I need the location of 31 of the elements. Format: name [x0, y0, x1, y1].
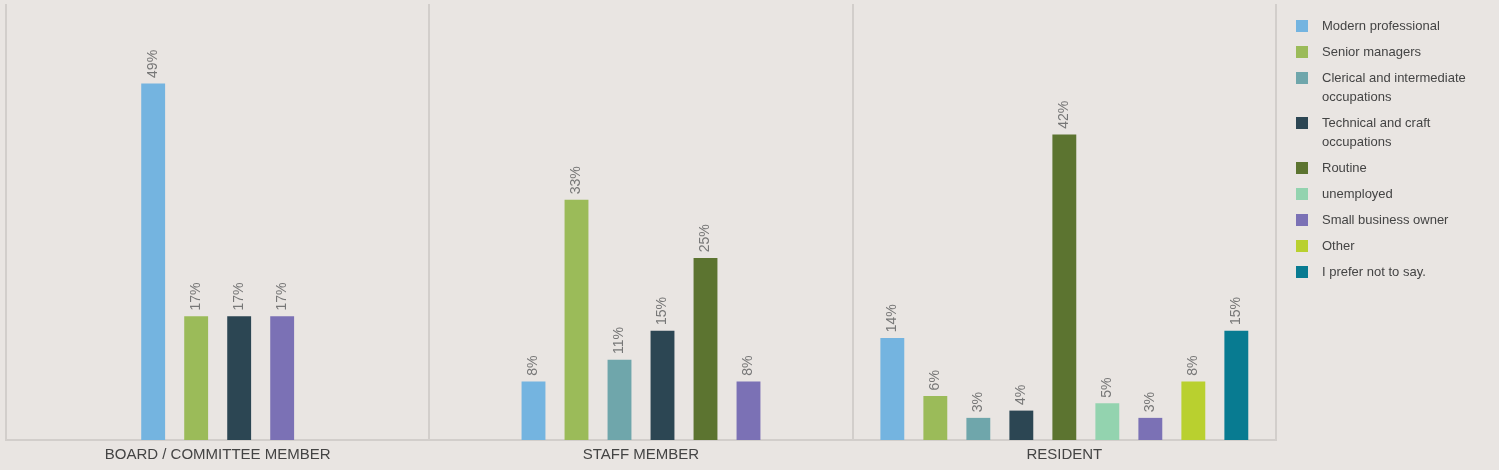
- data-label: 33%: [567, 166, 584, 195]
- legend-label: Clerical and intermediate occupations: [1322, 69, 1467, 106]
- legend-label: Senior managers: [1322, 43, 1421, 61]
- data-label: 3%: [1141, 391, 1158, 413]
- data-label: 8%: [739, 355, 756, 376]
- data-label: 4%: [1012, 384, 1029, 405]
- legend-label: Technical and craft occupations: [1322, 114, 1432, 151]
- legend-label: unemployed: [1322, 185, 1393, 203]
- legend-label: Other: [1322, 237, 1355, 255]
- data-label: 49%: [144, 49, 161, 78]
- data-label: 15%: [653, 296, 670, 325]
- x-tick-label: RESIDENT: [1026, 445, 1103, 463]
- data-label: 17%: [230, 282, 247, 311]
- x-tick-label: BOARD / COMMITTEE MEMBER: [104, 445, 331, 463]
- data-label: 15%: [1227, 296, 1244, 325]
- data-label: 11%: [610, 327, 627, 355]
- data-label: 6%: [926, 370, 943, 391]
- data-label: 3%: [969, 391, 986, 413]
- data-label: 14%: [883, 304, 900, 333]
- data-label: 8%: [524, 355, 541, 376]
- data-label: 17%: [187, 282, 204, 311]
- data-label: 5%: [1098, 377, 1115, 398]
- legend-label: Routine: [1322, 159, 1367, 177]
- data-label: 17%: [273, 282, 290, 311]
- x-tick-label: STAFF MEMBER: [582, 445, 700, 463]
- data-label: 25%: [696, 224, 713, 253]
- legend-label: I prefer not to say.: [1322, 263, 1426, 281]
- legend-label: Modern professional: [1322, 17, 1440, 35]
- legend-label: Small business owner: [1322, 211, 1449, 229]
- data-label: 42%: [1055, 100, 1072, 129]
- data-label: 8%: [1184, 355, 1201, 376]
